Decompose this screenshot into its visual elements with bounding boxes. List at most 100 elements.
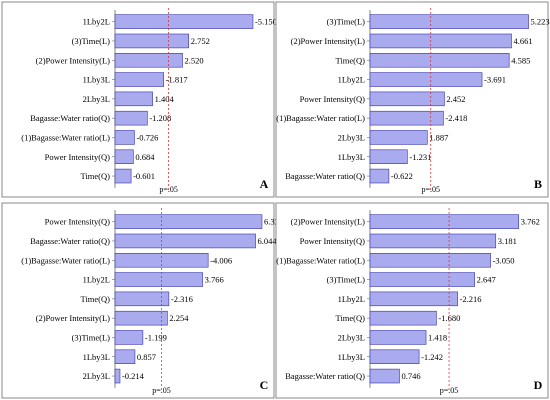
bar: [114, 53, 183, 68]
category-label: 1Lby3L: [83, 75, 110, 85]
bar: [114, 72, 164, 87]
bar: [114, 130, 135, 145]
bar: [114, 110, 148, 126]
value-label: 2.647: [477, 275, 496, 285]
bar: [369, 368, 400, 384]
chart-panel-a: 1Lby2L -5.150 (3)Time(L) 2.752 (2)Power Inte…: [1, 1, 277, 198]
category-label: (3)Time(L): [327, 17, 366, 27]
category-label: Time(Q): [81, 294, 111, 304]
category-label: Bagasse:Water ratio(Q): [30, 236, 110, 246]
value-label: -0.214: [122, 371, 145, 381]
bar: [369, 149, 408, 164]
bar: [369, 110, 444, 126]
chart-panel-d: (2)Power Intensity(L) 3.762 Power Intensit…: [275, 202, 549, 399]
category-label: Power Intensity(Q): [300, 94, 366, 104]
bar: [114, 330, 144, 345]
panel-letter: D: [534, 378, 543, 392]
bar: [369, 233, 497, 249]
bar: [114, 368, 121, 384]
category-label: (2)Power Intensity(L): [291, 217, 366, 227]
value-label: -4.006: [210, 255, 232, 265]
value-label: -2.316: [171, 294, 193, 304]
value-label: -1.208: [149, 113, 171, 123]
value-label: 4.661: [513, 36, 532, 46]
bar: [369, 168, 390, 184]
bar: [369, 330, 427, 345]
value-label: 2.752: [191, 36, 210, 46]
category-label: 1Lby3L: [338, 352, 365, 362]
category-label: 1Lby3L: [338, 152, 365, 162]
category-label: Power Intensity(Q): [300, 236, 366, 246]
chart-panel-c: Power Intensity(Q) 6.32 Bagasse:Water rati…: [1, 202, 279, 399]
threshold-label: p=.05: [440, 386, 459, 395]
value-label: 5.223: [531, 17, 550, 27]
value-label: -5.150: [255, 17, 277, 27]
bar: [114, 33, 190, 49]
bar: [114, 233, 256, 249]
bar: [369, 310, 437, 326]
category-label: 1Lby2L: [338, 75, 365, 85]
category-label: (1)Bagasse:Water ratio(L): [21, 132, 110, 142]
value-label: 0.746: [401, 371, 420, 381]
value-label: -1.817: [166, 75, 188, 85]
value-label: 1.404: [155, 94, 175, 104]
value-label: 3.762: [521, 217, 540, 227]
category-label: Power Intensity(Q): [45, 217, 111, 227]
threshold-label: p=.05: [159, 185, 178, 194]
bar: [369, 214, 520, 229]
value-label: -3.691: [484, 75, 506, 85]
bar: [114, 291, 170, 307]
value-label: -3.050: [493, 255, 515, 265]
panel-letter: B: [534, 177, 542, 191]
bar: [369, 272, 475, 287]
bar: [114, 310, 168, 326]
category-label: (1)Bagasse:Water ratio(L): [276, 255, 365, 265]
value-label: -2.418: [445, 113, 467, 123]
value-label: 2.452: [446, 94, 465, 104]
value-label: -1.242: [421, 352, 443, 362]
value-label: 2.254: [169, 313, 189, 323]
bar: [114, 272, 203, 287]
threshold-label: p=.05: [421, 185, 440, 194]
category-label: (2)Power Intensity(L): [36, 313, 111, 323]
category-label: (2)Power Intensity(L): [291, 36, 366, 46]
category-label: (3)Time(L): [72, 332, 111, 342]
category-label: 2Lby3L: [338, 332, 365, 342]
category-label: Time(Q): [336, 313, 366, 323]
category-label: Time(Q): [81, 171, 111, 181]
category-label: 2Lby3L: [338, 132, 365, 142]
value-label: 4.585: [511, 55, 530, 65]
bar: [369, 253, 491, 268]
value-label: 6.044: [258, 236, 278, 246]
value-label: 3.181: [498, 236, 517, 246]
bar: [369, 130, 428, 145]
category-label: Bagasse:Water ratio(Q): [285, 171, 365, 181]
category-label: (3)Time(L): [72, 36, 111, 46]
value-label: 2.520: [185, 55, 204, 65]
bar: [369, 72, 483, 87]
value-label: -1.231: [409, 152, 431, 162]
value-label: -0.726: [136, 132, 158, 142]
category-label: 2Lby3L: [83, 371, 110, 381]
bar: [114, 14, 254, 29]
bar: [369, 291, 458, 307]
bar: [114, 349, 136, 364]
category-label: Bagasse:Water ratio(Q): [285, 371, 365, 381]
bar: [369, 349, 420, 364]
value-label: -1.680: [438, 313, 460, 323]
panel-letter: A: [260, 177, 269, 191]
category-label: 1Lby3L: [83, 352, 110, 362]
bar: [114, 149, 134, 164]
threshold-label: p=.05: [152, 386, 171, 395]
value-label: 1.418: [428, 332, 447, 342]
value-label: 3.766: [205, 275, 224, 285]
value-label: -2.216: [460, 294, 482, 304]
chart-panel-b: (3)Time(L) 5.223 (2)Power Intensity(L) 4.66…: [275, 1, 550, 198]
category-label: Time(Q): [336, 55, 366, 65]
category-label: 2Lby3L: [83, 94, 110, 104]
category-label: 1Lby2L: [83, 17, 110, 27]
category-label: Power Intensity(Q): [45, 152, 111, 162]
category-label: (1)Bagasse:Water ratio(L): [21, 255, 110, 265]
category-label: (2)Power Intensity(L): [36, 55, 111, 65]
